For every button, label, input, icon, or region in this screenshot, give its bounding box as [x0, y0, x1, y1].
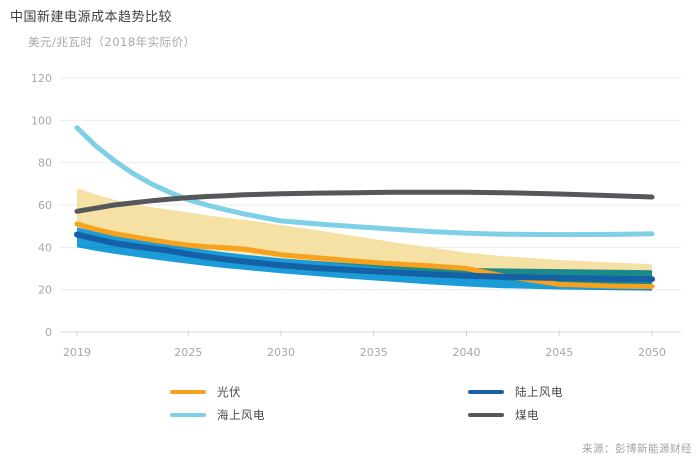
x-tick-label: 2025	[174, 346, 202, 359]
legend-item-offshore-wind: 海上风电	[170, 408, 265, 422]
x-tick-label: 2019	[63, 346, 91, 359]
y-tick-label: 60	[38, 199, 52, 212]
y-tick-label: 40	[38, 241, 52, 254]
solar-pv-legend-swatch	[170, 390, 206, 394]
legend-label: 海上风电	[217, 408, 265, 422]
y-axis-unit-label: 美元/兆瓦时（2018年实际价）	[28, 35, 196, 49]
y-tick-label: 80	[38, 157, 52, 170]
coal-legend-swatch	[468, 413, 504, 417]
onshore-wind-legend-swatch	[468, 390, 504, 394]
y-tick-label: 20	[38, 284, 52, 297]
offshore-wind-legend-swatch	[170, 413, 206, 417]
legend-item-coal: 煤电	[468, 408, 539, 422]
x-tick-label: 2035	[360, 346, 388, 359]
page-title: 中国新建电源成本趋势比较	[10, 10, 173, 25]
x-tick-label: 2050	[638, 346, 666, 359]
legend-item-onshore-wind: 陆上风电	[468, 385, 563, 399]
legend-label: 光伏	[217, 385, 241, 399]
offshore-line	[74, 125, 655, 238]
legend-label: 煤电	[515, 408, 539, 422]
y-tick-label: 0	[45, 326, 52, 339]
onshore-line	[74, 231, 655, 283]
x-tick-label: 2045	[545, 346, 573, 359]
y-tick-label: 120	[31, 72, 52, 85]
pv-range-band	[77, 188, 652, 289]
y-tick-label: 100	[31, 114, 52, 127]
source-attribution: 来源：彭博新能源财经	[582, 443, 692, 455]
coal-line	[74, 189, 655, 214]
legend-item-solar-pv: 光伏	[170, 385, 241, 399]
x-tick-label: 2030	[267, 346, 295, 359]
legend-label: 陆上风电	[515, 385, 563, 399]
x-tick-label: 2040	[453, 346, 481, 359]
